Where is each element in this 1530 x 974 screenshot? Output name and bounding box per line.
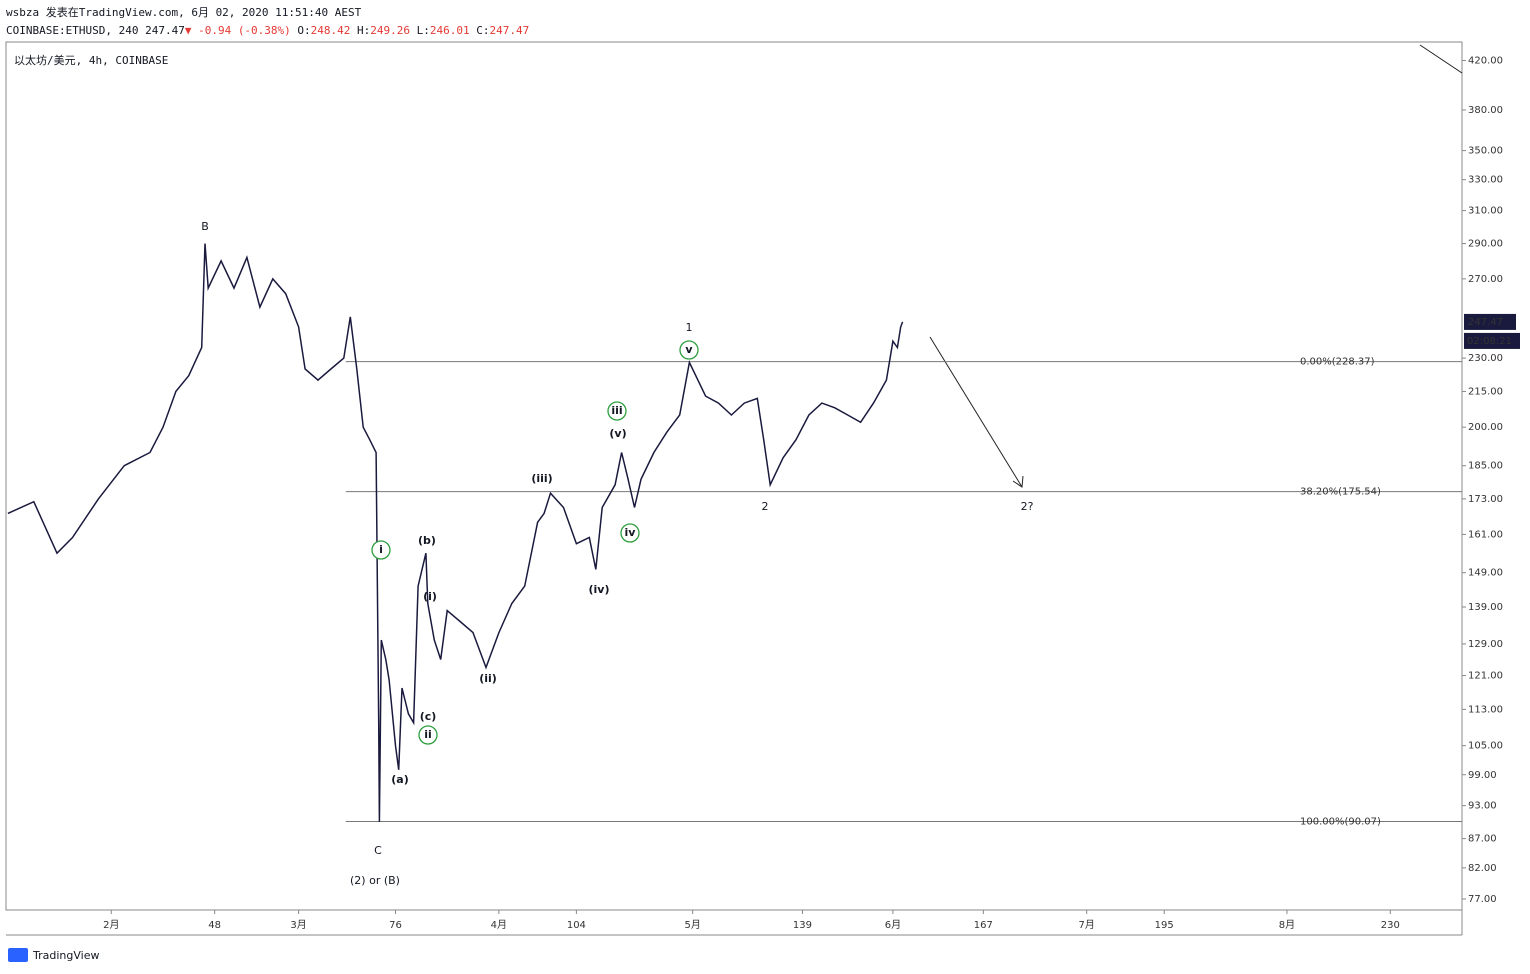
ohlc-line: COINBASE:ETHUSD, 240 247.47▼ -0.94 (-0.3… xyxy=(6,24,529,37)
wave-circle xyxy=(679,340,699,360)
y-tick-label: 113.00 xyxy=(1468,704,1503,715)
arrow-head xyxy=(1012,475,1024,488)
y-tick-label: 105.00 xyxy=(1468,741,1503,752)
x-tick-label: 139 xyxy=(793,920,812,931)
y-tick-label: 173.00 xyxy=(1468,494,1503,505)
x-tick-label: 8月 xyxy=(1279,919,1295,931)
x-tick-label: 76 xyxy=(389,920,402,931)
l: 246.01 xyxy=(430,24,470,37)
y-tick-label: 93.00 xyxy=(1468,801,1497,812)
x-tick-label: 195 xyxy=(1155,920,1174,931)
y-tick-label: 77.00 xyxy=(1468,894,1497,905)
fib-label: 38.20%(175.54) xyxy=(1300,487,1381,498)
x-tick-label: 48 xyxy=(208,920,221,931)
y-tick-label: 87.00 xyxy=(1468,834,1497,845)
wave-label: (iii) xyxy=(531,472,552,485)
legend: 以太坊/美元, 4h, COINBASE xyxy=(14,53,168,67)
y-tick-label: 129.00 xyxy=(1468,639,1503,650)
y-tick-label: 350.00 xyxy=(1468,146,1503,157)
x-tick-label: 4月 xyxy=(491,919,507,931)
wave-label: (ii) xyxy=(479,672,497,685)
x-tick-label: 2月 xyxy=(103,919,119,931)
y-tick-label: 270.00 xyxy=(1468,274,1503,285)
c: 247.47 xyxy=(490,24,530,37)
x-tick-label: 167 xyxy=(974,920,993,931)
symbol: COINBASE:ETHUSD, 240 xyxy=(6,24,138,37)
x-tick-label: 7月 xyxy=(1079,919,1095,931)
wave-label: 1 xyxy=(686,321,693,334)
wave-label: B xyxy=(201,220,209,233)
wave-circle xyxy=(607,401,627,421)
wave-label: (a) xyxy=(391,773,408,786)
o-label: O: xyxy=(297,24,310,37)
trend-line xyxy=(1419,44,1463,74)
logo xyxy=(8,948,28,962)
y-tick-label: 161.00 xyxy=(1468,529,1503,540)
fib-label: 100.00%(90.07) xyxy=(1300,816,1381,827)
y-tick-label: 380.00 xyxy=(1468,105,1503,116)
y-tick-label: 82.00 xyxy=(1468,863,1497,874)
y-tick-label: 149.00 xyxy=(1468,568,1503,579)
y-tick-label: 310.00 xyxy=(1468,206,1503,217)
countdown-box xyxy=(1464,332,1520,349)
y-tick-label: 185.00 xyxy=(1468,461,1503,472)
wave-label: C xyxy=(374,844,382,857)
change: -0.94 (-0.38%) xyxy=(198,24,291,37)
wave-label: iii xyxy=(611,404,622,417)
y-tick-label: 230.00 xyxy=(1468,353,1503,364)
author-line: wsbza 发表在TradingView.com, 6月 02, 2020 11… xyxy=(6,5,362,19)
x-tick-label: 104 xyxy=(567,920,586,931)
y-tick-label: 290.00 xyxy=(1468,239,1503,250)
wave-label: 2? xyxy=(1021,500,1034,513)
o: 248.42 xyxy=(311,24,351,37)
wave-label: (2) or (B) xyxy=(350,874,400,887)
h-label: H: xyxy=(357,24,370,37)
wave-circle xyxy=(418,725,438,745)
y-tick-label: 420.00 xyxy=(1468,55,1503,66)
x-tick-label: 5月 xyxy=(684,919,700,931)
wave-label: i xyxy=(379,543,383,556)
projection-arrow xyxy=(929,336,1023,488)
h: 249.26 xyxy=(370,24,410,37)
wave-label: v xyxy=(685,343,693,356)
last: 247.47 xyxy=(145,24,185,37)
l-label: L: xyxy=(417,24,430,37)
wave-circle xyxy=(620,523,640,543)
x-tick-label: 3月 xyxy=(290,919,306,931)
y-tick-label: 330.00 xyxy=(1468,175,1503,186)
x-tick-label: 6月 xyxy=(885,919,901,931)
brand: TradingView xyxy=(32,949,99,962)
arrow: ▼ xyxy=(185,24,192,37)
wave-circle xyxy=(371,540,391,560)
countdown: 02:08:21 xyxy=(1467,336,1512,347)
fib-label: 0.00%(228.37) xyxy=(1300,357,1375,368)
wave-label: (v) xyxy=(609,427,626,440)
y-tick-label: 139.00 xyxy=(1468,602,1503,613)
last-price-label: 247.47 xyxy=(1468,317,1503,328)
x-tick-label: 230 xyxy=(1381,920,1400,931)
last-price-box xyxy=(1464,313,1516,330)
wave-label: (c) xyxy=(420,710,437,723)
wave-label: 2 xyxy=(762,500,769,513)
y-tick-label: 121.00 xyxy=(1468,671,1503,682)
wave-label: (i) xyxy=(423,590,437,603)
c-label: C: xyxy=(476,24,489,37)
wave-label: (b) xyxy=(418,534,436,547)
plot-frame xyxy=(5,41,1463,911)
wave-label: (iv) xyxy=(589,583,610,596)
wave-label: ii xyxy=(424,728,432,741)
y-tick-label: 200.00 xyxy=(1468,422,1503,433)
y-tick-label: 215.00 xyxy=(1468,386,1503,397)
price-line xyxy=(7,243,904,822)
y-tick-label: 99.00 xyxy=(1468,770,1497,781)
wave-label: iv xyxy=(625,526,637,539)
